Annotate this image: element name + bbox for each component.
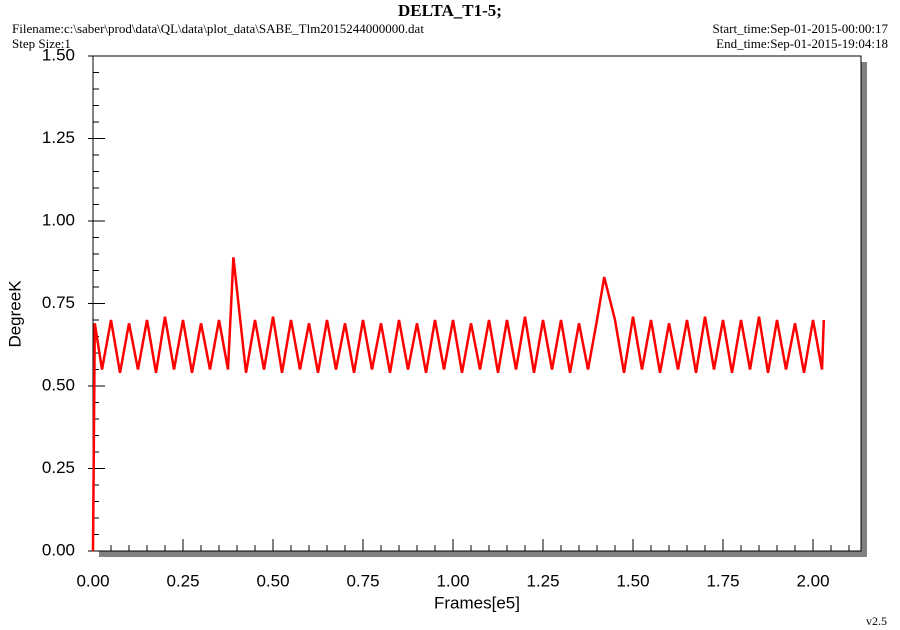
end-time: End_time:Sep-01-2015-19:04:18 xyxy=(716,36,888,51)
plot-area xyxy=(92,55,862,552)
x-tick-label: 1.25 xyxy=(526,571,559,590)
y-tick-label: 1.50 xyxy=(42,45,75,64)
x-tick-label: 1.00 xyxy=(436,571,469,590)
step-size: Step Size:1 xyxy=(12,36,71,51)
x-tick-label: 0.25 xyxy=(166,571,199,590)
y-tick-label: 1.25 xyxy=(42,128,75,147)
y-tick-label: 0.25 xyxy=(42,458,75,477)
x-tick-label: 1.50 xyxy=(616,571,649,590)
y-tick-label: 0.00 xyxy=(42,540,75,559)
x-tick-label: 0.00 xyxy=(76,571,109,590)
y-tick-label: 0.50 xyxy=(42,375,75,394)
x-axis-label: Frames[e5] xyxy=(434,593,520,612)
x-tick-label: 1.75 xyxy=(706,571,739,590)
filename: Filename:c:\saber\prod\data\QL\data\plot… xyxy=(12,21,424,36)
y-tick-label: 1.00 xyxy=(42,210,75,229)
data-line xyxy=(91,257,826,552)
x-tick-label: 0.75 xyxy=(346,571,379,590)
version: v2.5 xyxy=(866,614,887,628)
x-tick-label: 2.00 xyxy=(796,571,829,590)
y-tick-label: 0.75 xyxy=(42,293,75,312)
start-time: Start_time:Sep-01-2015-00:00:17 xyxy=(713,21,889,36)
x-tick-label: 0.50 xyxy=(256,571,289,590)
y-axis-label: DegreeK xyxy=(5,280,24,348)
chart-title: DELTA_T1-5; xyxy=(398,1,502,20)
